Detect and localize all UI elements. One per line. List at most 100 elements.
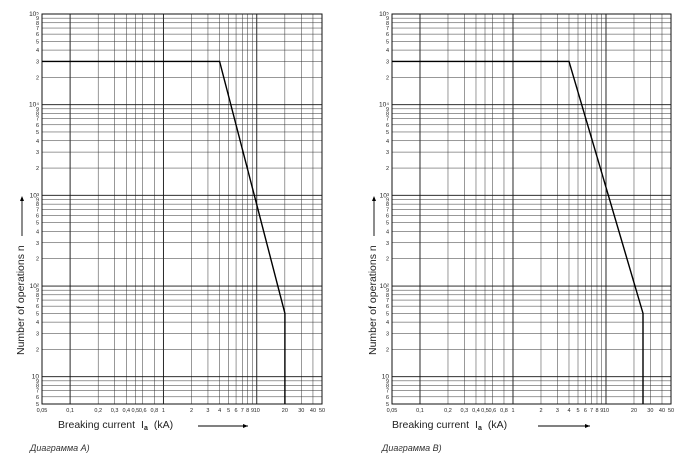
y-tick-label: 4 — [386, 229, 389, 235]
y-tick-label: 8 — [386, 293, 389, 299]
x-axis-arrow — [538, 424, 590, 428]
x-tick-label: 0,3 — [461, 408, 469, 414]
y-tick-label: 6 — [386, 304, 389, 310]
x-tick-label: 4 — [218, 408, 221, 414]
plot-frame — [391, 13, 672, 405]
x-tick-label: 5 — [227, 408, 230, 414]
x-tick-label: 0,8 — [151, 408, 159, 414]
y-tick-label: 2 — [36, 166, 39, 172]
y-tick-label: 7 — [36, 298, 39, 304]
y-tick-label: 2 — [36, 257, 39, 263]
y-axis-label: Number of operations n — [15, 245, 27, 355]
x-tick-label: 0,2 — [444, 408, 452, 414]
y-axis-label: Number of operations n — [367, 245, 379, 355]
y-tick-label: 7 — [386, 26, 389, 32]
y-tick-label: 9 — [36, 198, 39, 204]
x-tick-label: 4 — [567, 408, 570, 414]
y-tick-label: 2 — [386, 75, 389, 81]
y-tick-label: 4 — [386, 320, 389, 326]
y-tick-label: 2 — [36, 75, 39, 81]
y-tick-label: 4 — [386, 48, 389, 54]
x-tick-label: 30 — [647, 408, 653, 414]
y-tick-label: 8 — [36, 111, 39, 117]
y-tick-label: 3 — [36, 59, 39, 65]
y-tick-label: 9 — [386, 288, 389, 294]
y-tick-label: 9 — [36, 288, 39, 294]
y-tick-label: 10² — [30, 283, 40, 290]
y-tick-label: 4 — [36, 320, 39, 326]
y-tick-label: 8 — [386, 202, 389, 208]
x-tick-label: 50 — [319, 408, 325, 414]
y-tick-label: 7 — [386, 298, 389, 304]
y-tick-label: 4 — [36, 139, 39, 145]
y-tick-label: 8 — [386, 111, 389, 117]
y-axis-arrow — [20, 196, 24, 236]
y-tick-label: 7 — [386, 389, 389, 395]
x-axis-arrow — [198, 424, 248, 428]
x-tick-label: 6 — [235, 408, 238, 414]
x-tick-label: 0,5 — [481, 408, 489, 414]
y-tick-label: 2 — [36, 347, 39, 353]
x-tick-label: 0,6 — [489, 408, 497, 414]
y-tick-label: 9 — [386, 379, 389, 385]
x-tick-label: 0,5 — [132, 408, 140, 414]
x-tick-label: 30 — [298, 408, 304, 414]
y-tick-label: 5 — [36, 130, 39, 136]
x-tick-label: 0,6 — [139, 408, 147, 414]
y-tick-label: 9 — [386, 107, 389, 113]
y-tick-label: 2 — [386, 166, 389, 172]
y-tick-label: 6 — [386, 213, 389, 219]
chart-caption: Диаграмма B) — [381, 443, 442, 453]
y-tick-label: 9 — [36, 107, 39, 113]
y-tick-label: 6 — [36, 32, 39, 38]
y-tick-label: 10³ — [30, 192, 40, 199]
x-tick-label: 0,2 — [94, 408, 102, 414]
y-tick-label: 4 — [386, 139, 389, 145]
x-tick-label: 0,1 — [66, 408, 74, 414]
y-tick-label: 6 — [36, 304, 39, 310]
y-tick-label: 7 — [386, 117, 389, 123]
operations-curve — [392, 60, 644, 404]
x-tick-label: 7 — [241, 408, 244, 414]
x-tick-label: 20 — [631, 408, 637, 414]
y-tick-label: 6 — [386, 395, 389, 401]
y-tick-label: 4 — [36, 48, 39, 54]
y-tick-label: 3 — [36, 241, 39, 247]
y-tick-label: 4 — [36, 229, 39, 235]
x-tick-label: 0,05 — [387, 408, 398, 414]
y-tick-label: 3 — [36, 331, 39, 337]
x-tick-label: 10 — [254, 408, 260, 414]
y-tick-label: 7 — [36, 389, 39, 395]
y-tick-label: 6 — [386, 32, 389, 38]
y-tick-label: 8 — [36, 293, 39, 299]
y-tick-label: 3 — [386, 59, 389, 65]
y-tick-label: 5 — [36, 311, 39, 317]
x-tick-label: 0,4 — [122, 408, 130, 414]
y-tick-label: 6 — [386, 123, 389, 129]
x-axis-label: Breaking current Ia (kA) — [58, 419, 173, 432]
y-tick-label: 10² — [380, 283, 390, 290]
y-tick-label: 9 — [36, 379, 39, 385]
y-axis-arrow — [372, 196, 376, 236]
x-tick-label: 0,4 — [472, 408, 480, 414]
y-tick-label: 9 — [386, 16, 389, 22]
x-tick-label: 0,3 — [111, 408, 119, 414]
y-tick-label: 5 — [386, 130, 389, 136]
x-tick-label: 9 — [251, 408, 254, 414]
y-tick-label: 10³ — [380, 192, 390, 199]
y-tick-label: 5 — [386, 39, 389, 45]
y-tick-label: 10⁴ — [29, 102, 39, 109]
y-tick-label: 9 — [36, 16, 39, 22]
x-tick-label: 40 — [659, 408, 665, 414]
chart-b: 0,05 0,1 0,2 0,3 0,4 0,5 0,6 0,8 1 2 3 4 5 6 7 8 9 10 20 30… — [367, 11, 674, 453]
y-tick-label: 8 — [386, 21, 389, 27]
y-tick-label: 3 — [386, 150, 389, 156]
plot-frame — [41, 13, 323, 405]
x-tick-label: 8 — [595, 408, 598, 414]
operations-curve — [42, 60, 286, 404]
y-tick-label: 7 — [36, 207, 39, 213]
x-tick-label: 5 — [576, 408, 579, 414]
y-tick-label: 3 — [386, 331, 389, 337]
x-tick-label: 0,8 — [500, 408, 508, 414]
